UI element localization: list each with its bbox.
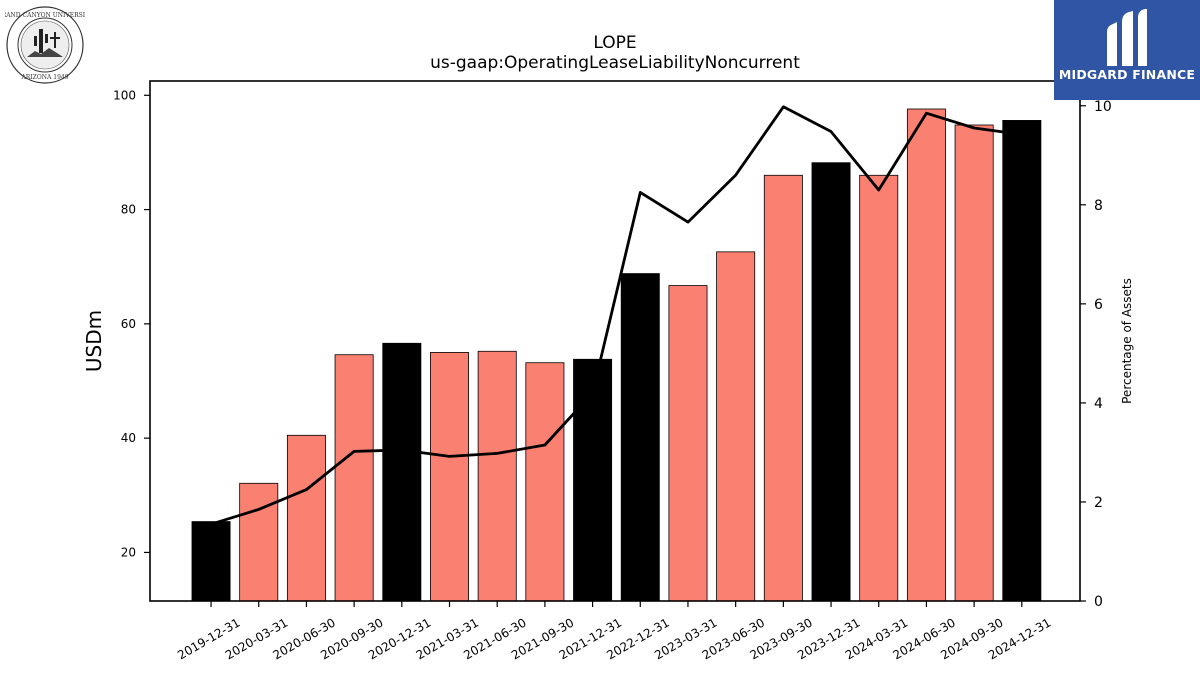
bar-2020-12-31	[382, 342, 422, 602]
plot-frame	[149, 80, 1081, 602]
y-tick-label: 80	[121, 203, 136, 217]
y2-tick-label: 10	[1094, 99, 1112, 115]
percentage-line	[210, 105, 1022, 526]
y-tick-label: 60	[121, 317, 136, 331]
bar-2020-06-30	[286, 434, 326, 602]
brand-badge: MIDGARD FINANCE	[1054, 0, 1200, 100]
chart-subtitle: us-gaap:OperatingLeaseLiabilityNoncurren…	[430, 53, 800, 73]
bar-2021-03-31	[430, 352, 469, 602]
bar-2020-09-30	[334, 354, 374, 602]
bar-2023-06-30	[716, 251, 756, 602]
bar-2021-12-31	[573, 358, 613, 602]
percentage-line-group	[210, 105, 1022, 526]
svg-text:ARIZONA 1949: ARIZONA 1949	[20, 74, 68, 81]
y2-tick-label: 8	[1094, 198, 1103, 214]
y-tick-label: 40	[121, 431, 136, 445]
bar-2023-09-30	[763, 174, 803, 602]
bar-2021-06-30	[477, 350, 517, 602]
bar-2024-03-31	[859, 174, 899, 602]
x-axis-ticks: 2019-12-312020-03-312020-06-302020-09-30…	[175, 601, 1053, 662]
y-tick-label: 100	[113, 88, 136, 102]
bar-2023-03-31	[668, 285, 708, 602]
university-seal-logo: GRAND CANYON UNIVERSITY ARIZONA 1949	[0, 5, 94, 89]
y-axis-ticks: 20 40 60 80 100	[113, 88, 150, 559]
bar-2024-12-31	[1002, 120, 1042, 602]
brand-name: MIDGARD FINANCE	[1058, 67, 1196, 82]
y2-tick-label: 0	[1094, 594, 1103, 610]
bar-2021-09-30	[525, 362, 565, 602]
y2-tick-label: 4	[1094, 396, 1103, 412]
y2-axis-ticks: 0 2 4 6 8 10	[1080, 99, 1112, 610]
y2-tick-label: 2	[1094, 495, 1103, 511]
bar-2019-12-31	[191, 521, 231, 602]
bar-2024-09-30	[954, 124, 994, 602]
y2-tick-label: 6	[1094, 297, 1103, 313]
bar-2022-12-31	[620, 273, 660, 602]
svg-text:GRAND CANYON UNIVERSITY: GRAND CANYON UNIVERSITY	[5, 12, 85, 19]
bar-group	[191, 108, 1042, 602]
y-axis-label: USDm	[82, 310, 106, 372]
y2-axis-label: Percentage of Assets	[1120, 278, 1134, 404]
chart-title: LOPE	[593, 33, 636, 53]
bar-2020-03-31	[239, 482, 279, 602]
bar-2024-06-30	[906, 108, 946, 602]
y-tick-label: 20	[121, 545, 136, 559]
brand-logo-icon	[1107, 9, 1147, 66]
bar-2023-12-31	[811, 162, 851, 602]
